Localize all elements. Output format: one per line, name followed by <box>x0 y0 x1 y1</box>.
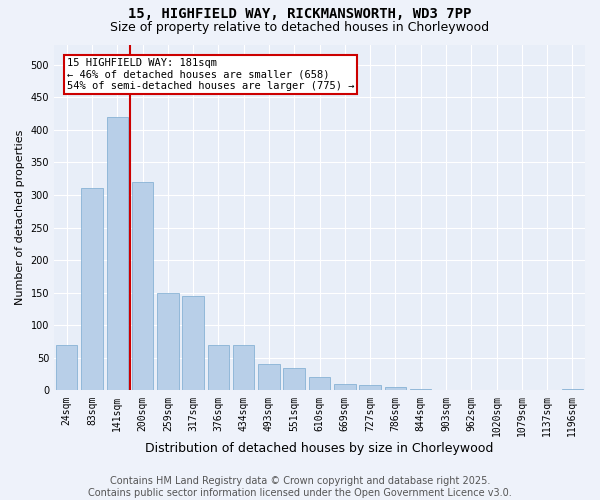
Bar <box>208 345 229 391</box>
Bar <box>107 116 128 390</box>
Bar <box>334 384 356 390</box>
Text: Contains HM Land Registry data © Crown copyright and database right 2025.
Contai: Contains HM Land Registry data © Crown c… <box>88 476 512 498</box>
Bar <box>81 188 103 390</box>
Bar <box>410 389 431 390</box>
Bar <box>309 378 330 390</box>
Text: Size of property relative to detached houses in Chorleywood: Size of property relative to detached ho… <box>110 21 490 34</box>
Text: 15, HIGHFIELD WAY, RICKMANSWORTH, WD3 7PP: 15, HIGHFIELD WAY, RICKMANSWORTH, WD3 7P… <box>128 8 472 22</box>
X-axis label: Distribution of detached houses by size in Chorleywood: Distribution of detached houses by size … <box>145 442 494 455</box>
Bar <box>283 368 305 390</box>
Bar <box>56 345 77 391</box>
Bar <box>182 296 204 390</box>
Bar <box>385 387 406 390</box>
Bar <box>157 292 179 390</box>
Y-axis label: Number of detached properties: Number of detached properties <box>15 130 25 306</box>
Text: 15 HIGHFIELD WAY: 181sqm
← 46% of detached houses are smaller (658)
54% of semi-: 15 HIGHFIELD WAY: 181sqm ← 46% of detach… <box>67 58 354 91</box>
Bar <box>359 385 381 390</box>
Bar <box>562 389 583 390</box>
Bar <box>233 345 254 391</box>
Bar <box>258 364 280 390</box>
Bar <box>132 182 153 390</box>
